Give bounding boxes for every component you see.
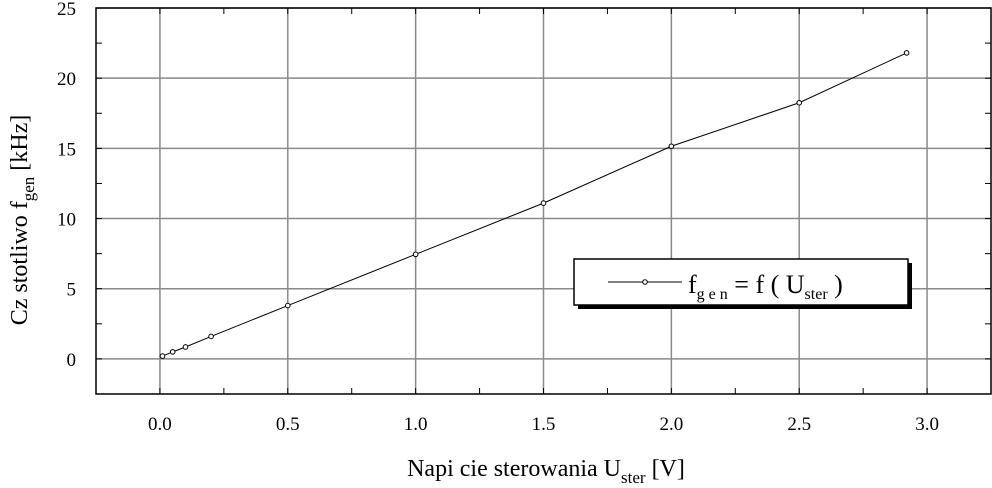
legend-label-sub-gen: g e n	[697, 286, 728, 303]
y-tick-label: 20	[57, 69, 76, 90]
y-tick-labels: 0 5 10 15 20 25	[57, 0, 76, 371]
data-point	[169, 349, 176, 355]
x-tick-label: 2.0	[659, 414, 683, 435]
series-line	[162, 52, 907, 357]
legend-label-f: f	[688, 270, 697, 299]
y-tick-label: 0	[67, 350, 77, 371]
data-point	[159, 353, 166, 359]
data-point	[412, 251, 419, 258]
legend-label: fg e n = f ( Uster )	[688, 270, 843, 303]
legend-label-mid: = f ( U	[728, 270, 805, 299]
data-point	[182, 344, 189, 350]
x-tick-label: 3.0	[915, 414, 939, 435]
series-layer	[159, 50, 910, 359]
x-axis-title-suffix: [V]	[646, 456, 685, 482]
x-tick-label: 0.5	[276, 414, 300, 435]
y-axis-title-subscript: gen	[19, 176, 38, 201]
x-axis-title-prefix: Napi cie sterowania U	[407, 456, 621, 482]
x-tick-label: 2.5	[787, 414, 811, 435]
legend-label-end: )	[828, 270, 843, 299]
plot-frame	[95, 7, 992, 395]
y-tick-label: 10	[57, 210, 76, 231]
y-tick-label: 5	[67, 280, 77, 301]
x-tick-label: 0.0	[148, 414, 172, 435]
y-axis-title-prefix: Cz stotliwo f	[7, 201, 33, 325]
legend-label-sub-ster: ster	[805, 286, 829, 303]
y-axis-title: Cz stotliwo fgen [kHz]	[7, 115, 38, 326]
y-axis-title-suffix: [kHz]	[7, 115, 33, 177]
x-tick-labels: 0.0 0.5 1.0 1.5 2.0 2.5 3.0	[148, 414, 939, 435]
data-point	[903, 50, 910, 56]
data-point	[540, 200, 547, 206]
x-tick-label: 1.5	[532, 414, 556, 435]
y-tick-label: 25	[57, 0, 76, 20]
legend-marker	[642, 279, 648, 285]
x-tick-label: 1.0	[404, 414, 428, 435]
y-tick-label: 15	[57, 139, 76, 160]
x-axis-title: Napi cie sterowania Uster [V]	[407, 456, 685, 487]
x-axis-title-subscript: ster	[621, 468, 646, 487]
legend: fg e n = f ( Uster )	[573, 258, 912, 309]
data-point	[668, 143, 675, 150]
data-point	[796, 99, 803, 106]
data-point	[284, 302, 291, 309]
data-point	[208, 333, 214, 340]
